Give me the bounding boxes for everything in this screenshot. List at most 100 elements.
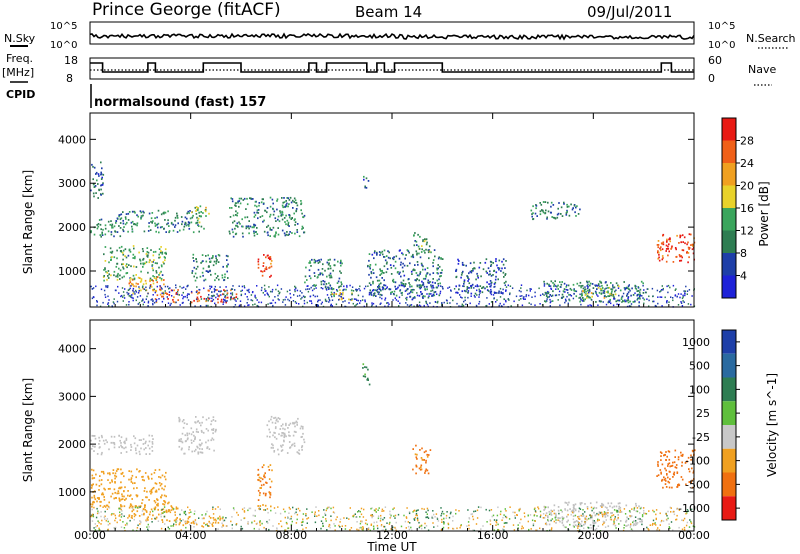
power-echo-cell: [124, 288, 126, 290]
power-echo-cell: [619, 289, 622, 292]
velocity-echo-cell: [629, 515, 631, 517]
power-echo-cell: [544, 291, 546, 294]
power-echo-cell: [254, 224, 257, 227]
power-echo-cell: [436, 293, 438, 295]
velocity-echo-cell: [370, 507, 372, 510]
power-echo-cell: [688, 247, 691, 249]
velocity-echo-cell: [425, 525, 428, 527]
velocity-echo-cell: [646, 526, 648, 529]
velocity-echo-cell: [362, 527, 364, 529]
power-echo-cell: [596, 288, 598, 290]
power-echo-cell: [348, 298, 350, 301]
velocity-echo-cell: [470, 513, 472, 516]
power-echo-cell: [304, 275, 307, 278]
velocity-echo-cell: [691, 486, 694, 489]
velocity-echo-cell: [355, 516, 357, 518]
velocity-echo-cell: [187, 437, 189, 440]
power-echo-cell: [256, 211, 258, 214]
power-echo-cell: [412, 269, 414, 272]
power-echo-cell: [145, 298, 147, 300]
velocity-echo-cell: [617, 514, 619, 516]
velocity-echo-cell: [495, 520, 497, 523]
velocity-echo-cell: [383, 525, 385, 528]
velocity-echo-cell: [550, 528, 553, 531]
power-echo-cell: [128, 248, 131, 251]
velocity-echo-cell: [142, 475, 144, 478]
power-echo-cell: [142, 299, 144, 301]
velocity-echo-cell: [581, 515, 583, 517]
velocity-echo-cell: [625, 520, 627, 523]
velocity-echo-cell: [467, 509, 469, 511]
velocity-echo-cell: [606, 506, 608, 509]
velocity-echo-cell: [257, 479, 259, 481]
velocity-echo-cell: [120, 508, 122, 511]
power-echo-cell: [227, 263, 229, 266]
velocity-echo-cell: [206, 523, 208, 525]
velocity-echo-cell: [582, 515, 585, 517]
power-echo-cell: [433, 287, 435, 289]
velocity-echo-cell: [261, 466, 264, 469]
power-echo-cell: [234, 204, 236, 207]
power-echo-cell: [431, 289, 434, 292]
power-echo-cell: [418, 274, 420, 277]
velocity-echo-cell: [258, 479, 260, 482]
velocity-echo-cell: [160, 483, 163, 485]
velocity-echo-cell: [529, 514, 532, 516]
power-echo-cell: [136, 222, 139, 225]
velocity-echo-cell: [440, 507, 442, 509]
velocity-echo-cell: [604, 506, 607, 508]
velocity-echo-cell: [547, 506, 549, 509]
power-echo-cell: [548, 296, 550, 298]
power-echo-cell: [588, 296, 590, 298]
power-echo-cell: [215, 262, 217, 265]
velocity-echo-cell: [584, 517, 586, 520]
velocity-echo-cell: [181, 420, 184, 423]
velocity-echo-cell: [360, 513, 363, 516]
power-echo-cell: [96, 300, 98, 302]
power-echo-cell: [331, 295, 333, 298]
power-echo-cell: [156, 276, 158, 278]
power-echo-cell: [627, 297, 629, 300]
power-echo-cell: [418, 301, 421, 304]
power-echo-cell: [589, 284, 591, 287]
power-echo-cell: [418, 247, 421, 250]
velocity-echo-cell: [472, 529, 474, 532]
velocity-echo-cell: [363, 508, 365, 511]
velocity-echo-cell: [231, 527, 233, 530]
power-echo-cell: [166, 296, 168, 298]
power-echo-cell: [257, 266, 260, 269]
velocity-echo-cell: [513, 529, 516, 531]
power-echo-cell: [573, 288, 575, 291]
power-echo-cell: [140, 278, 143, 280]
power-echo-cell: [536, 215, 538, 217]
power-echo-cell: [489, 280, 492, 282]
power-echo-cell: [224, 299, 226, 301]
power-echo-cell: [164, 219, 166, 221]
power-echo-cell: [401, 291, 403, 294]
velocity-echo-cell: [120, 504, 122, 506]
power-echo-cell: [478, 300, 481, 303]
velocity-echo-cell: [92, 483, 94, 486]
power-echo-cell: [103, 269, 105, 271]
power-echo-cell: [241, 285, 244, 288]
power-echo-cell: [348, 302, 350, 304]
power-echo-cell: [288, 214, 290, 216]
velocity-echo-cell: [266, 435, 269, 438]
velocity-echo-cell: [198, 447, 201, 450]
velocity-echo-cell: [288, 424, 290, 426]
power-echo-cell: [606, 284, 608, 287]
velocity-echo-cell: [145, 447, 147, 449]
power-echo-cell: [615, 289, 617, 292]
power-echo-cell: [586, 295, 589, 297]
velocity-echo-cell: [198, 422, 201, 424]
power-echo-cell: [175, 286, 177, 289]
power-echo-cell: [202, 260, 204, 262]
power-echo-cell: [257, 263, 260, 266]
power-echo-cell: [401, 266, 404, 269]
power-echo-cell: [316, 305, 319, 307]
power-echo-cell: [580, 303, 582, 306]
power-echo-cell: [128, 292, 130, 295]
power-echo-cell: [427, 305, 429, 308]
velocity-echo-cell: [671, 486, 673, 489]
velocity-echo-cell: [579, 518, 581, 520]
